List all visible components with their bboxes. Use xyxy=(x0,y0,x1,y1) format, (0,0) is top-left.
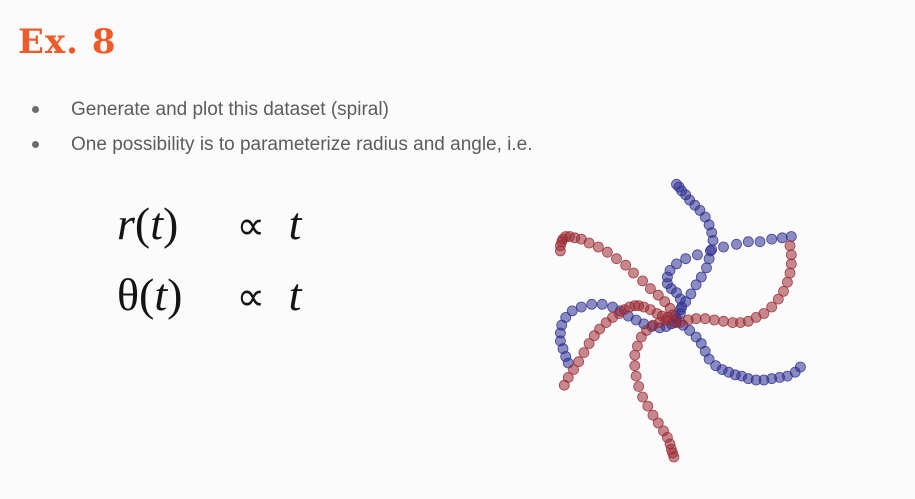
scatter-point xyxy=(644,283,656,295)
scatter-point xyxy=(784,267,796,279)
scatter-point xyxy=(642,400,654,412)
scatter-point xyxy=(684,324,696,336)
bullet-text: One possibility is to parameterize radiu… xyxy=(71,133,533,155)
scatter-point xyxy=(633,381,645,392)
formula-rhs: t xyxy=(288,198,302,249)
scatter-point xyxy=(766,233,778,245)
scatter-point xyxy=(674,304,686,316)
scatter-point xyxy=(575,301,587,313)
scatter-point xyxy=(718,241,729,253)
scatter-point xyxy=(690,313,702,325)
scatter-point xyxy=(555,245,566,257)
scatter-point xyxy=(778,285,789,297)
bullet-item: One possibility is to parameterize radiu… xyxy=(28,127,533,162)
scatter-point xyxy=(785,231,797,242)
bullet-item: Generate and plot this dataset (spiral) xyxy=(28,92,533,127)
scatter-point xyxy=(664,265,676,276)
scatter-point xyxy=(611,253,622,265)
scatter-point xyxy=(652,417,664,429)
scatter-point xyxy=(632,340,643,352)
scatter-point xyxy=(685,288,697,300)
spiral-scatter-plot xyxy=(555,178,806,463)
scatter-point xyxy=(635,331,647,343)
scatter-point xyxy=(578,347,590,359)
scatter-point xyxy=(671,178,682,190)
scatter-point xyxy=(794,361,806,373)
slide-title: Ex. 8 xyxy=(18,22,117,62)
scatter-point xyxy=(600,317,612,329)
scatter-point xyxy=(706,244,718,255)
bullet-dot-icon xyxy=(32,141,39,148)
scatter-point xyxy=(766,301,778,313)
scatter-point xyxy=(742,236,754,248)
scatter-point xyxy=(629,360,641,372)
scatter-point xyxy=(647,409,659,421)
scatter-point xyxy=(690,279,702,291)
scatter-point xyxy=(680,253,692,265)
scatter-point xyxy=(772,293,784,305)
scatter-point xyxy=(592,241,604,253)
scatter-point xyxy=(583,338,595,349)
scatter-point xyxy=(784,240,796,252)
scatter-point xyxy=(668,451,680,463)
scatter-point xyxy=(731,238,742,250)
scatter-point xyxy=(596,298,608,310)
scatter-point xyxy=(637,275,648,287)
proportional-operator: ∝ xyxy=(236,274,266,319)
scatter-point xyxy=(573,356,585,368)
scatter-point xyxy=(695,271,707,283)
scatter-point xyxy=(701,262,712,274)
scatter-point xyxy=(785,258,797,270)
scatter-point xyxy=(586,298,598,310)
scatter-point xyxy=(671,258,682,270)
scatter-point xyxy=(754,236,766,248)
proportional-operator: ∝ xyxy=(236,203,266,248)
formula-lhs: r(t) xyxy=(117,198,179,249)
formula-lhs: θ(t) xyxy=(117,269,183,320)
scatter-point xyxy=(652,289,664,301)
scatter-point xyxy=(629,349,641,361)
scatter-point xyxy=(708,314,720,326)
scatter-point xyxy=(776,232,788,244)
scatter-point xyxy=(620,259,632,271)
scatter-point xyxy=(659,296,671,308)
scatter-point xyxy=(628,267,639,279)
scatter-point xyxy=(691,249,703,261)
scatter-point xyxy=(758,308,770,319)
bullet-dot-icon xyxy=(32,106,39,113)
scatter-point xyxy=(781,276,793,288)
formula-angle: θ(t) ∝ t xyxy=(117,268,301,321)
scatter-point xyxy=(703,253,715,265)
scatter-point xyxy=(558,379,570,391)
scatter-point xyxy=(588,330,600,342)
scatter-point xyxy=(568,364,579,376)
formula-radius: r(t) ∝ t xyxy=(117,197,301,250)
scatter-point xyxy=(566,305,578,317)
scatter-point xyxy=(602,246,613,258)
scatter-point xyxy=(680,296,692,308)
formula-rhs: t xyxy=(288,269,302,320)
scatter-point xyxy=(718,315,729,327)
scatter-point xyxy=(630,370,642,382)
scatter-point xyxy=(703,353,715,365)
scatter-point xyxy=(699,313,711,325)
bullet-text: Generate and plot this dataset (spiral) xyxy=(71,98,389,120)
bullet-list: Generate and plot this dataset (spiral) … xyxy=(28,92,533,162)
scatter-point xyxy=(637,391,648,403)
scatter-point xyxy=(785,249,797,261)
